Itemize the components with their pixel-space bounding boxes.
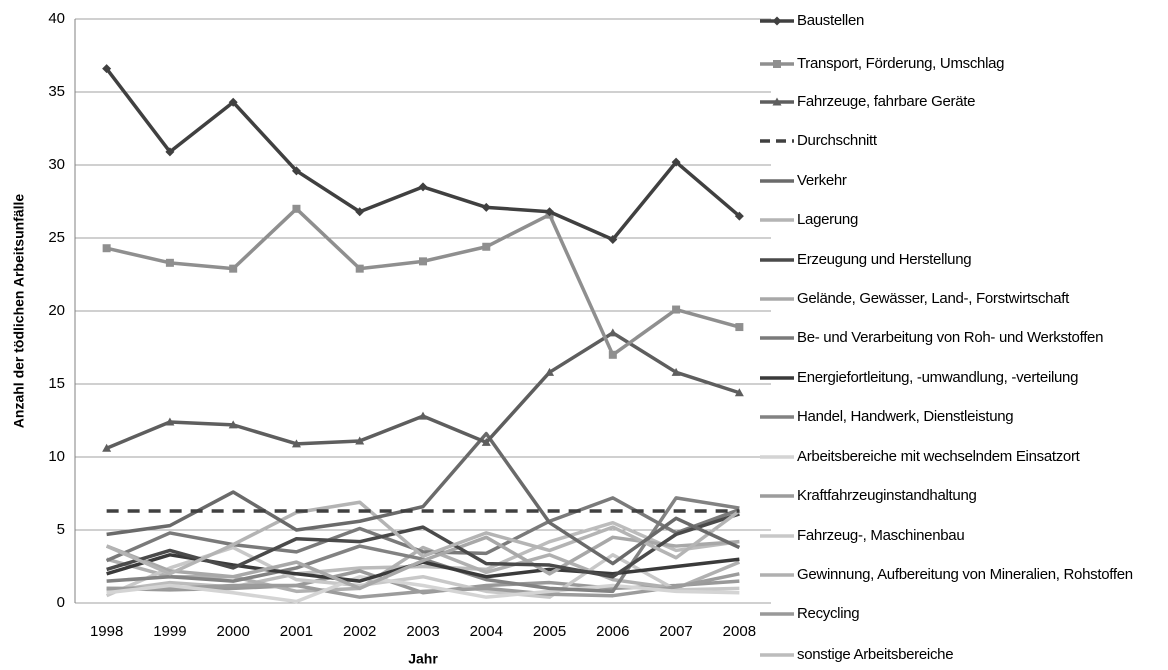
marker bbox=[671, 157, 681, 167]
marker bbox=[608, 350, 617, 359]
legend-label: Durchschnitt bbox=[797, 132, 877, 149]
legend-label: Recycling bbox=[797, 605, 860, 622]
x-axis-label: Jahr bbox=[408, 651, 438, 667]
marker bbox=[672, 305, 681, 314]
x-tick-label: 2004 bbox=[470, 623, 503, 640]
x-tick-label: 2000 bbox=[216, 623, 249, 640]
marker bbox=[292, 204, 301, 213]
legend-label: Erzeugung und Herstellung bbox=[797, 251, 972, 268]
y-tick-label: 40 bbox=[48, 10, 65, 27]
legend-label: Kraftfahrzeuginstandhaltung bbox=[797, 487, 977, 504]
y-tick-label: 15 bbox=[48, 375, 65, 392]
marker bbox=[772, 97, 782, 106]
marker bbox=[228, 420, 238, 429]
y-tick-label: 30 bbox=[48, 156, 65, 173]
marker bbox=[228, 97, 238, 107]
marker bbox=[419, 257, 427, 266]
y-tick-label: 10 bbox=[48, 448, 65, 465]
legend-label: Arbeitsbereiche mit wechselndem Einsatzo… bbox=[797, 448, 1080, 465]
y-axis-label: Anzahl der tödlichen Arbeitsunfälle bbox=[11, 194, 27, 429]
legend-label: Be- und Verarbeitung von Roh- und Werkst… bbox=[797, 329, 1104, 346]
y-tick-label: 20 bbox=[48, 302, 65, 319]
x-tick-label: 2008 bbox=[723, 623, 756, 640]
x-tick-label: 2005 bbox=[533, 623, 566, 640]
marker bbox=[772, 16, 782, 26]
marker bbox=[102, 64, 112, 74]
legend-label: Lagerung bbox=[797, 211, 858, 228]
y-tick-label: 5 bbox=[57, 521, 65, 538]
legend-label: Verkehr bbox=[797, 172, 847, 189]
marker bbox=[545, 367, 555, 376]
y-tick-label: 25 bbox=[48, 229, 65, 246]
y-tick-label: 35 bbox=[48, 83, 65, 100]
x-tick-label: 1999 bbox=[153, 623, 186, 640]
marker bbox=[355, 436, 365, 445]
legend-label: Baustellen bbox=[797, 12, 865, 29]
legend-label: Handel, Handwerk, Dienstleistung bbox=[797, 408, 1014, 425]
series-line bbox=[106, 512, 740, 579]
x-tick-label: 2001 bbox=[280, 623, 313, 640]
marker bbox=[418, 411, 428, 420]
marker bbox=[165, 147, 175, 157]
series-line bbox=[106, 207, 740, 357]
marker bbox=[481, 437, 491, 446]
marker bbox=[418, 182, 428, 192]
marker bbox=[671, 367, 681, 376]
x-tick-label: 2003 bbox=[406, 623, 439, 640]
marker bbox=[481, 202, 491, 212]
marker bbox=[165, 258, 174, 267]
marker bbox=[608, 234, 618, 244]
marker bbox=[355, 207, 365, 217]
marker bbox=[482, 242, 491, 251]
marker bbox=[545, 207, 555, 217]
x-tick-label: 1998 bbox=[90, 623, 123, 640]
marker bbox=[734, 211, 744, 221]
marker bbox=[608, 328, 618, 337]
legend-label: Fahrzeug-, Maschinenbau bbox=[797, 527, 965, 544]
marker bbox=[165, 417, 175, 426]
marker bbox=[734, 388, 744, 397]
series-line bbox=[105, 500, 741, 576]
legend-label: Gewinnung, Aufbereitung von Mineralien, … bbox=[797, 566, 1133, 583]
legend-label: Energiefortleitung, -umwandlung, -vertei… bbox=[797, 369, 1079, 386]
series-line bbox=[105, 535, 740, 591]
marker bbox=[291, 166, 301, 176]
series-line bbox=[106, 572, 740, 599]
legend-label: Gelände, Gewässer, Land-, Forstwirtschaf… bbox=[797, 290, 1069, 307]
marker bbox=[735, 323, 744, 332]
legend-label: Transport, Förderung, Umschlag bbox=[797, 55, 1005, 72]
legend-label: Fahrzeuge, fahrbare Geräte bbox=[797, 93, 976, 110]
marker bbox=[773, 60, 781, 68]
series-line bbox=[106, 431, 741, 566]
x-tick-label: 2007 bbox=[659, 623, 692, 640]
series-line bbox=[106, 574, 740, 604]
marker bbox=[229, 264, 238, 273]
legend-label: sonstige Arbeitsbereiche bbox=[797, 646, 954, 663]
series-line bbox=[106, 545, 741, 594]
marker bbox=[291, 439, 301, 448]
x-tick-label: 2006 bbox=[596, 623, 629, 640]
x-tick-label: 2002 bbox=[343, 623, 376, 640]
marker bbox=[355, 264, 364, 273]
marker bbox=[102, 244, 111, 253]
series-line bbox=[105, 331, 740, 450]
series-line bbox=[105, 67, 741, 242]
y-tick-label: 0 bbox=[57, 594, 65, 611]
marker bbox=[102, 443, 112, 452]
